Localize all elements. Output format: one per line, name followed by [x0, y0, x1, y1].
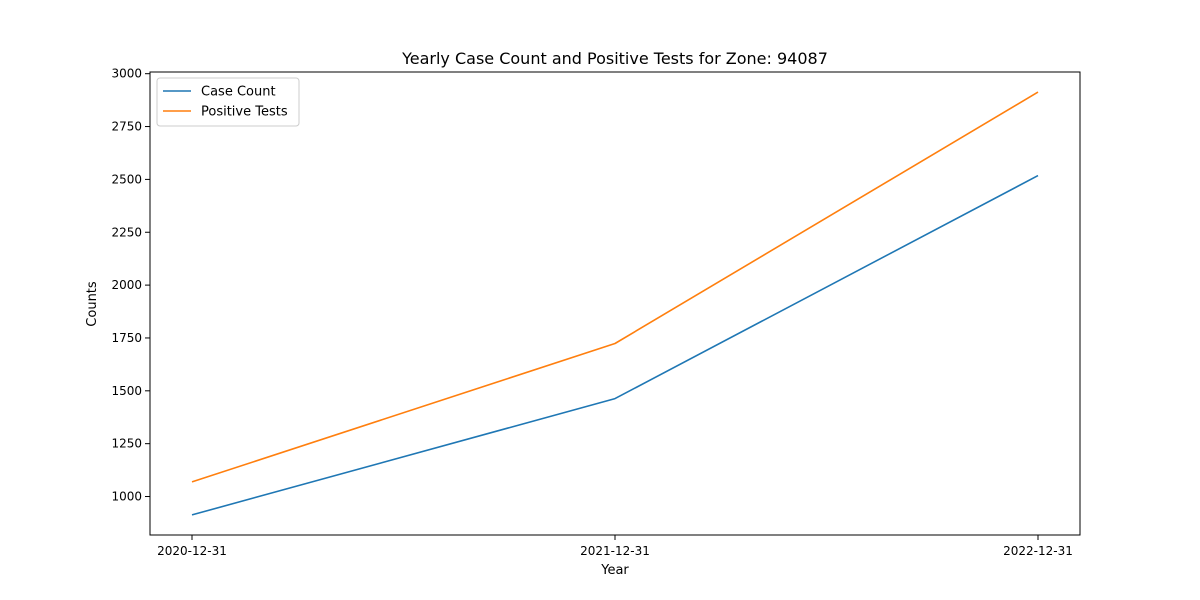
- y-tick-label: 2250: [111, 225, 142, 239]
- x-tick-label: 2021-12-31: [580, 544, 650, 558]
- legend: Case Count Positive Tests: [156, 77, 300, 127]
- y-tick-label: 1250: [111, 437, 142, 451]
- y-tick-label: 1500: [111, 384, 142, 398]
- y-tick-label: 1750: [111, 331, 142, 345]
- x-tick-label: 2020-12-31: [157, 544, 227, 558]
- legend-label-1: Positive Tests: [201, 105, 288, 120]
- legend-label-0: Case Count: [201, 85, 276, 100]
- series-line-0: [191, 174, 1039, 516]
- plot-area: [191, 91, 1039, 516]
- y-tick-label: 3000: [111, 67, 142, 81]
- y-axis-label: Counts: [85, 281, 100, 327]
- y-tick-label: 2000: [111, 278, 142, 292]
- x-axis-label: Year: [600, 563, 629, 578]
- y-tick-label: 1000: [111, 490, 142, 504]
- y-axis-ticks: 1000 1250 1500 1750 2000 2250 2500 2750 3000: [111, 67, 150, 504]
- y-tick-label: 2750: [111, 120, 142, 134]
- legend-box: [156, 77, 300, 127]
- chart-title: Yearly Case Count and Positive Tests for…: [401, 49, 828, 68]
- axes-frame: [149, 71, 1081, 536]
- x-axis-ticks: 2020-12-31 2021-12-31 2022-12-31: [157, 535, 1073, 558]
- y-tick-label: 2500: [111, 172, 142, 186]
- x-tick-label: 2022-12-31: [1003, 544, 1073, 558]
- series-line-1: [191, 91, 1039, 483]
